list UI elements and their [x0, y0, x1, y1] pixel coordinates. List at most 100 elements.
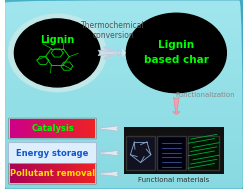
Bar [23, 119, 25, 138]
Bar [32, 119, 34, 138]
Bar [5, 79, 243, 81]
Bar [56, 119, 58, 138]
Bar [80, 119, 82, 138]
Text: Thermochemical
conversion: Thermochemical conversion [81, 21, 145, 40]
Text: Energy storage: Energy storage [16, 149, 89, 158]
Bar [87, 164, 88, 183]
Bar [73, 119, 75, 138]
Bar [5, 166, 243, 168]
Bar [5, 74, 243, 76]
Bar [34, 164, 35, 183]
Bar [71, 164, 73, 183]
Bar [5, 181, 243, 183]
Bar [5, 161, 243, 163]
Bar [5, 121, 243, 123]
Bar [5, 26, 243, 28]
FancyBboxPatch shape [188, 136, 219, 170]
FancyBboxPatch shape [126, 136, 155, 170]
Bar [59, 119, 61, 138]
Bar [66, 164, 68, 183]
Bar [5, 113, 243, 115]
Bar [5, 112, 243, 113]
Bar [46, 119, 47, 138]
Bar [5, 57, 243, 59]
Bar [30, 164, 32, 183]
Bar [5, 49, 243, 51]
Bar [18, 119, 20, 138]
Bar [5, 183, 243, 185]
Bar [5, 2, 243, 4]
Bar [22, 164, 23, 183]
Bar [5, 64, 243, 66]
Bar [94, 119, 95, 138]
Bar [5, 30, 243, 32]
Bar [5, 40, 243, 42]
Text: Lignin: Lignin [40, 35, 74, 45]
Bar [32, 164, 34, 183]
Bar [49, 164, 51, 183]
Bar [25, 119, 27, 138]
Bar [27, 164, 28, 183]
Bar [5, 138, 243, 140]
Bar [5, 23, 243, 25]
Bar [13, 164, 15, 183]
Bar [5, 172, 243, 174]
Bar [51, 164, 52, 183]
Bar [5, 185, 243, 187]
Bar [5, 25, 243, 26]
Bar [75, 164, 77, 183]
Bar [5, 130, 243, 132]
Bar [61, 119, 63, 138]
Bar [5, 144, 243, 146]
Bar [5, 32, 243, 34]
Bar [25, 164, 27, 183]
Bar [5, 17, 243, 19]
Bar [5, 117, 243, 119]
Bar [39, 164, 41, 183]
Bar [5, 147, 243, 149]
Bar [58, 164, 59, 183]
Bar [28, 119, 30, 138]
Bar [63, 119, 65, 138]
Bar [10, 119, 11, 138]
Bar [54, 164, 56, 183]
Bar [66, 119, 68, 138]
Text: Functional materials: Functional materials [138, 177, 209, 183]
Bar [5, 168, 243, 170]
Bar [42, 164, 44, 183]
Bar [5, 76, 243, 77]
Bar [5, 159, 243, 161]
Bar [5, 94, 243, 96]
Bar [5, 6, 243, 8]
Bar [70, 119, 71, 138]
Bar [94, 164, 95, 183]
Bar [5, 15, 243, 17]
Bar [27, 119, 28, 138]
Bar [20, 164, 22, 183]
Bar [65, 119, 66, 138]
Bar [47, 164, 49, 183]
Bar [5, 55, 243, 57]
Bar [5, 68, 243, 70]
Bar [5, 83, 243, 85]
Bar [82, 119, 83, 138]
Bar [22, 119, 23, 138]
Bar [15, 164, 17, 183]
Bar [49, 119, 51, 138]
Bar [5, 45, 243, 47]
Bar [59, 164, 61, 183]
Bar [92, 164, 94, 183]
Bar [5, 102, 243, 104]
Bar [5, 100, 243, 102]
Bar [85, 164, 87, 183]
Bar [52, 164, 54, 183]
Bar [5, 142, 243, 144]
Bar [87, 119, 88, 138]
Bar [5, 123, 243, 125]
Bar [5, 4, 243, 6]
Bar [5, 106, 243, 108]
Bar [5, 51, 243, 53]
Bar [90, 164, 92, 183]
FancyBboxPatch shape [157, 136, 186, 170]
FancyBboxPatch shape [9, 143, 96, 163]
